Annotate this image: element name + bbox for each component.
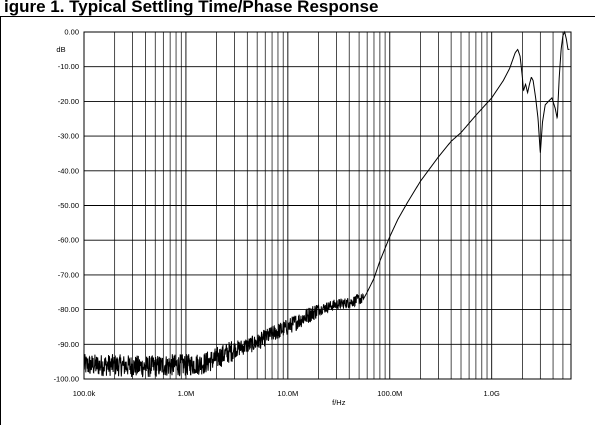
y-tick-label: -80.00 (58, 305, 79, 314)
y-tick-label: -40.00 (58, 166, 79, 175)
x-tick-label: 1.0G (484, 389, 500, 398)
x-tick-label: 100.0k (73, 389, 96, 398)
x-tick-label: 100.0M (377, 389, 402, 398)
y-tick-label: -100.00 (54, 375, 79, 384)
y-axis-label: dB (56, 45, 65, 54)
y-tick-label: -20.00 (58, 97, 79, 106)
x-tick-label: 10.0M (277, 389, 298, 398)
y-tick-label: -50.00 (58, 201, 79, 210)
x-axis-label: f/Hz (332, 398, 346, 407)
figure-caption: igure 1. Typical Settling Time/Phase Res… (4, 0, 379, 16)
y-tick-label: -90.00 (58, 340, 79, 349)
y-tick-label: -10.00 (58, 62, 79, 71)
y-tick-label: 0.00 (64, 28, 79, 37)
tick-labels: 0.00 -10.00 -20.00 -30.00 -40.00 -50.00 -60.00… (54, 28, 500, 399)
plot-border (83, 31, 572, 380)
y-tick-label: -60.00 (58, 236, 79, 245)
series-line (83, 30, 570, 378)
y-tick-label: -30.00 (58, 132, 79, 141)
y-tick-label: -70.00 (58, 270, 79, 279)
x-tick-label: 1.0M (178, 389, 195, 398)
grid-lines (83, 31, 572, 380)
